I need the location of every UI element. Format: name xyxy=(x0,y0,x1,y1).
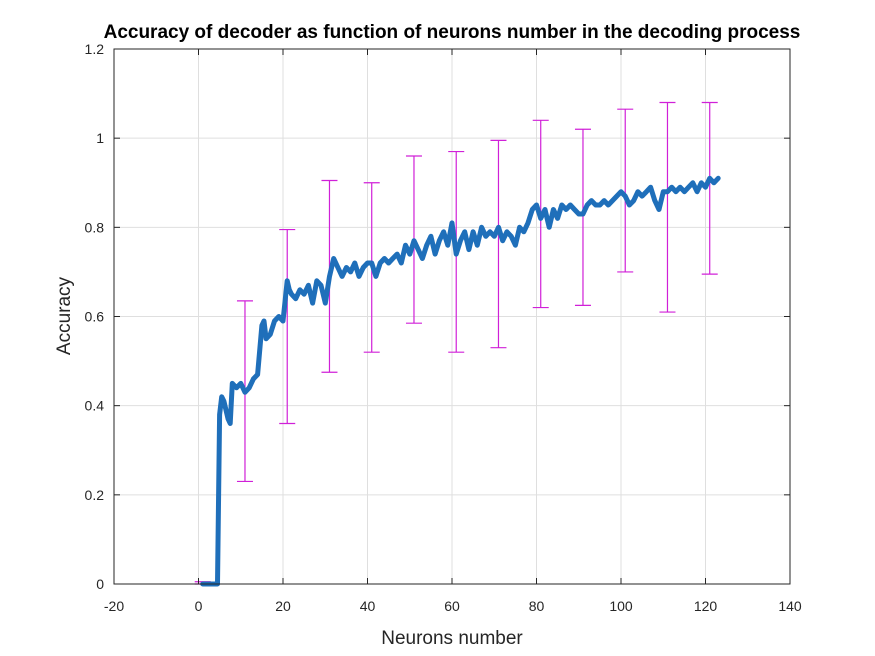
errorbar xyxy=(617,108,634,273)
y-tick-label: 0 xyxy=(96,576,104,592)
x-tick-label: -20 xyxy=(104,598,124,614)
accuracy-line xyxy=(200,175,721,587)
y-tick-label: 1 xyxy=(96,130,104,146)
x-tick-label: 60 xyxy=(444,598,460,614)
x-tick-label: 80 xyxy=(529,598,545,614)
y-tick-label: 0.2 xyxy=(85,487,105,503)
errorbar xyxy=(574,128,591,306)
y-tick-label: 0.4 xyxy=(85,398,105,414)
errorbars xyxy=(194,101,718,585)
x-tick-label: 0 xyxy=(195,598,203,614)
y-tick-label: 0.6 xyxy=(85,309,105,325)
x-tick-label: 20 xyxy=(275,598,291,614)
x-tick-labels: -20 0 20 40 60 80 100 120 140 xyxy=(104,598,802,614)
x-axis-label: Neurons number xyxy=(381,628,523,649)
x-tick-label: 40 xyxy=(360,598,376,614)
ticks xyxy=(113,48,791,585)
errorbar xyxy=(659,101,676,313)
x-tick-label: 120 xyxy=(694,598,718,614)
errorbar xyxy=(279,228,296,425)
y-tick-label: 0.8 xyxy=(85,219,105,235)
x-tick-label: 140 xyxy=(778,598,802,614)
y-axis-label: Accuracy xyxy=(54,276,75,355)
y-tick-label: 1.2 xyxy=(85,41,105,57)
chart-title: Accuracy of decoder as function of neuro… xyxy=(104,22,801,43)
errorbar xyxy=(701,101,718,275)
x-tick-label: 100 xyxy=(609,598,633,614)
series xyxy=(200,175,721,587)
errorbar xyxy=(490,139,507,349)
y-tick-labels: 0 0.2 0.4 0.6 0.8 1 1.2 xyxy=(85,41,105,592)
